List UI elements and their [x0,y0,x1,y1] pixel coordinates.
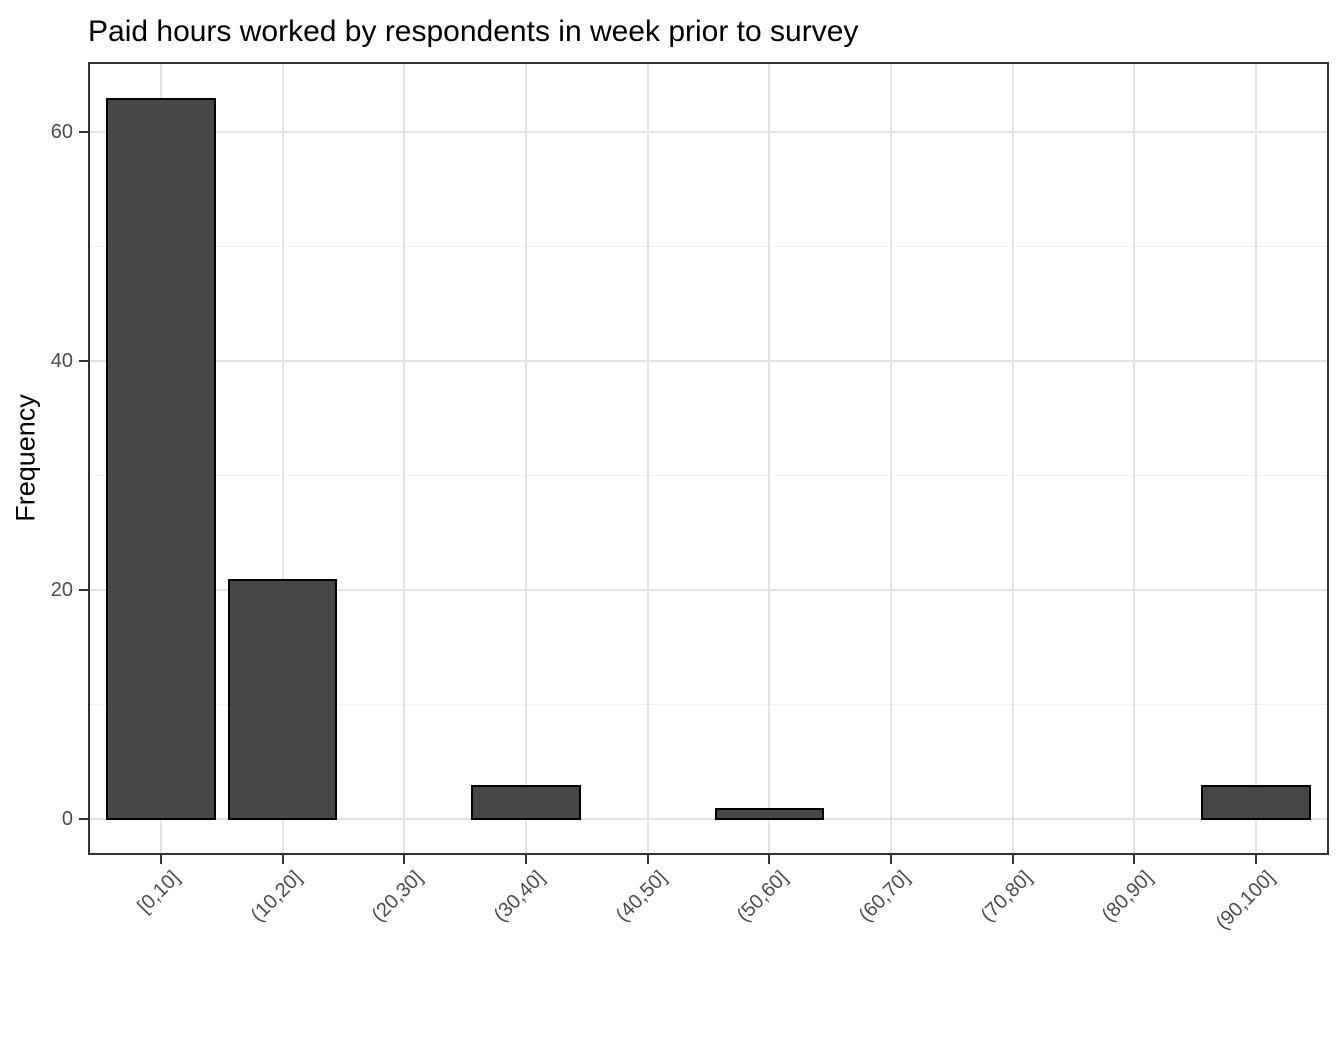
bar-(10,20] [227,578,338,820]
y-tick-label-40: 40 [50,350,73,373]
x-tick-7 [1011,855,1014,864]
x-tick-4 [646,855,649,864]
bar-(30,40] [471,784,581,820]
x-tick-2 [403,855,406,864]
y-tick-label-0: 0 [61,807,73,830]
x-tick-8 [1133,855,1136,864]
gridline-minor-y-50 [88,246,1329,248]
gridline-major-x-6 [890,62,892,855]
chart-title: Paid hours worked by respondents in week… [88,15,859,48]
x-tick-5 [768,855,771,864]
gridline-major-x-7 [1011,62,1014,855]
y-tick-40 [79,360,88,363]
gridline-major-x-9 [1255,62,1257,855]
gridline-major-x-3 [525,62,527,855]
bar-(50,60] [714,807,825,820]
y-tick-20 [79,589,88,592]
x-tick-0 [160,855,162,864]
gridline-minor-y-30 [88,475,1329,477]
bar-[0,10] [106,98,216,820]
y-tick-0 [79,817,88,820]
gridline-major-x-8 [1133,62,1136,855]
gridline-major-y-40 [88,360,1329,363]
bar-(90,100] [1201,784,1311,820]
gridline-major-y-20 [88,589,1329,592]
y-tick-60 [79,131,88,134]
y-tick-label-20: 20 [50,579,73,602]
x-tick-9 [1255,855,1257,864]
gridline-major-x-5 [768,62,771,855]
x-tick-3 [525,855,527,864]
gridline-major-x-1 [281,62,284,855]
plot-panel [88,62,1329,855]
gridline-major-x-4 [646,62,649,855]
gridline-major-y-60 [88,131,1329,134]
y-axis-title: Frequency [10,394,41,522]
y-tick-label-60: 60 [50,121,73,144]
histogram-figure: Paid hours worked by respondents in week… [10,15,1329,934]
gridline-major-x-2 [403,62,406,855]
x-tick-1 [281,855,284,864]
gridline-major-y-0 [88,817,1329,820]
x-tick-6 [890,855,892,864]
gridline-minor-y-10 [88,704,1329,706]
